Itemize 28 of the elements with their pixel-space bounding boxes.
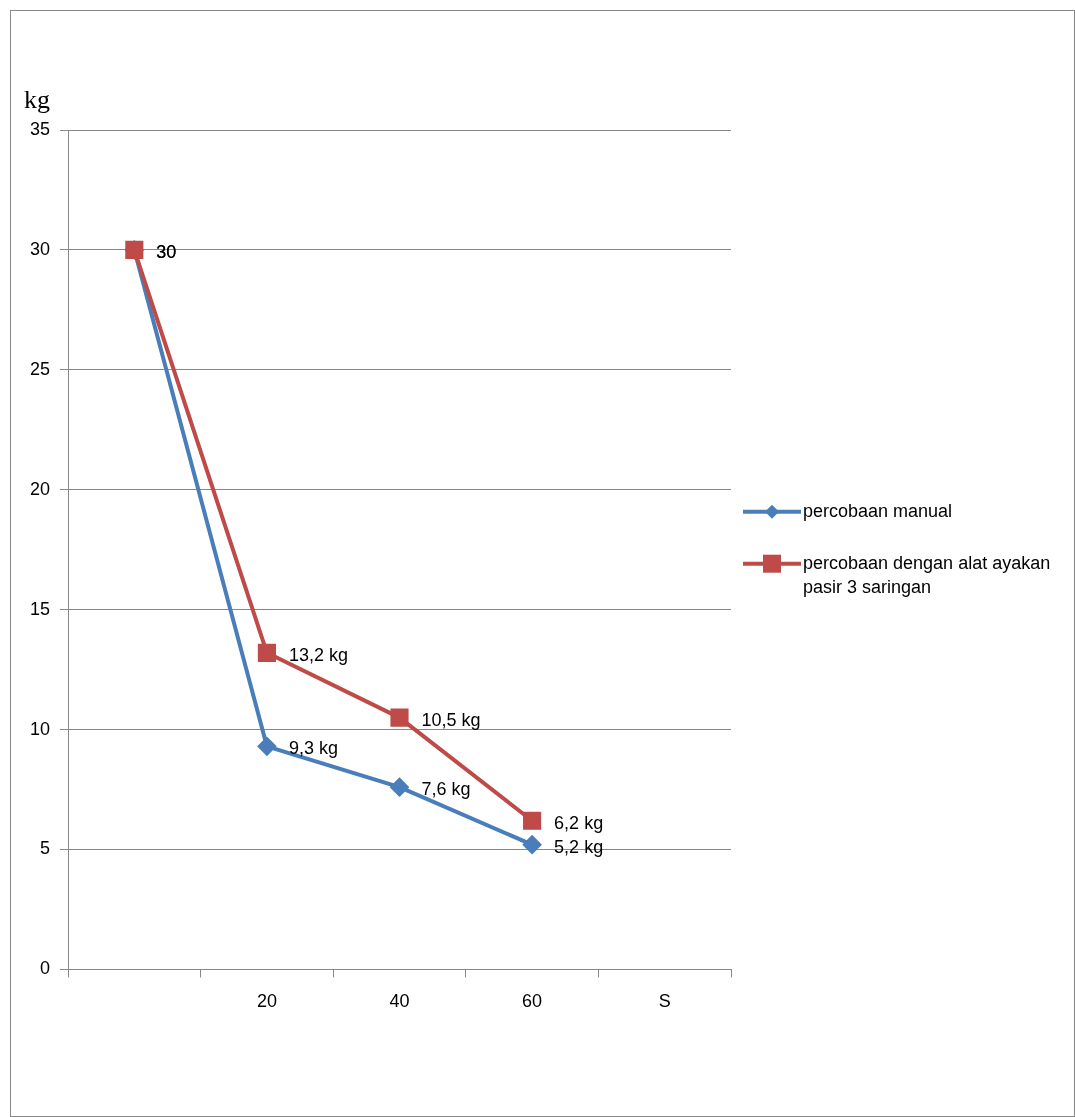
data-label: 13,2 kg [288,644,348,665]
x-tick-label: 60 [522,991,543,1012]
data-label: 6,2 kg [554,812,604,833]
point [390,778,409,797]
point [257,737,276,756]
x-tick-label: S [658,991,671,1012]
legend-label: percobaan dengan alat ayakan pasir 3 saringan [803,552,1051,597]
x-tick-label: 20 [256,991,277,1012]
y-tick-label: 35 [29,118,51,139]
data-label: 30 [156,241,177,262]
y-tick-label: 30 [29,238,51,259]
y-tick-label: 25 [29,358,51,379]
point [390,708,409,727]
x-tick-label: 40 [389,991,410,1012]
y-tick-label: 15 [29,598,51,619]
y-axis-title: kg [24,85,50,114]
data-label: 5,2 kg [554,836,604,857]
point [523,811,542,830]
data-label: 9,3 kg [288,738,338,759]
data-label: 7,6 kg [421,779,471,800]
y-tick-label: 5 [40,838,51,859]
point [523,835,542,854]
y-tick-label: 10 [29,718,51,739]
data-label: 10,5 kg [421,709,481,730]
y-tick-label: 20 [29,478,51,499]
y-tick-label: 0 [40,958,51,979]
point [257,643,276,662]
legend-label: percobaan manual [803,500,953,521]
